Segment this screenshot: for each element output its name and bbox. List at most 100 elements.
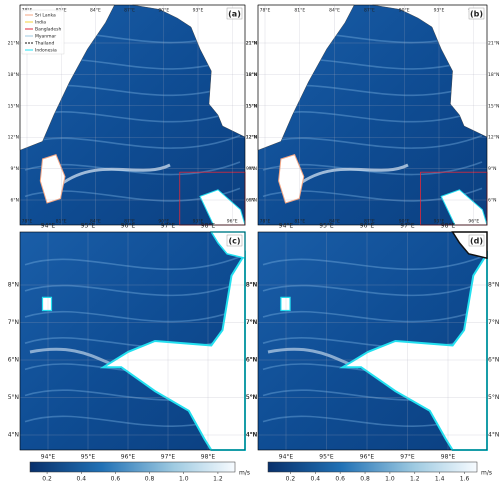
y-tick-label: 6°N xyxy=(246,198,254,204)
panel-label-box xyxy=(226,7,243,20)
legend-box xyxy=(21,9,65,55)
land xyxy=(41,296,53,312)
x-tick-label: 96°E xyxy=(227,219,238,225)
colorbar-tick-label: 1.4 xyxy=(435,476,445,483)
panel-label-box xyxy=(468,7,485,20)
x-tick-label: 98°E xyxy=(201,454,216,461)
legend-label: Sri Lanka xyxy=(35,13,56,19)
x-tick-label: 97°E xyxy=(400,454,415,461)
x-tick-label: 97°E xyxy=(161,454,176,461)
x-tick-label: 78°E xyxy=(22,219,33,225)
y-tick-label: 15°N xyxy=(8,103,19,109)
x-tick-label: 96°E xyxy=(360,223,375,230)
x-tick-label: 81°E xyxy=(56,219,67,225)
y-tick-label: 7°N xyxy=(246,319,257,326)
y-tick-label: 12°N xyxy=(246,135,257,141)
x-tick-label: 90°E xyxy=(399,219,410,225)
x-tick-label: 97°E xyxy=(400,223,415,230)
y-tick-label: 21°N xyxy=(246,41,257,47)
colorbar-ramp xyxy=(267,461,478,473)
panel-label: (a) xyxy=(228,10,241,19)
current-streak xyxy=(24,255,241,270)
map-panel: 78°E78°E81°E81°E84°E84°E87°E87°E90°E90°E… xyxy=(8,4,257,226)
x-tick-label: 93°E xyxy=(193,8,204,14)
colorbar-tick-label: 0.4 xyxy=(311,476,321,483)
x-tick-label: 81°E xyxy=(294,219,305,225)
panel-label-box xyxy=(226,234,243,247)
map-panel: 78°E78°E81°E81°E84°E84°E87°E87°E90°E90°E… xyxy=(246,4,499,226)
x-tick-label: 98°E xyxy=(441,454,456,461)
panel-label: (b) xyxy=(470,10,483,19)
colorbar: 0.2 0.4 0.6 0.8 1.0 1.2 m/s xyxy=(29,461,250,483)
y-tick-label: 6°N xyxy=(249,198,257,204)
x-tick-label: 84°E xyxy=(90,8,101,14)
x-tick-label: 98°E xyxy=(201,223,216,230)
y-tick-label: 9°N xyxy=(11,166,19,172)
x-tick-label: 96°E xyxy=(121,223,136,230)
panel-frame xyxy=(257,4,488,226)
y-tick-label: 15°N xyxy=(246,103,257,109)
y-tick-label: 7°N xyxy=(8,319,19,326)
y-tick-label: 6°N xyxy=(488,198,496,204)
y-tick-label: 4°N xyxy=(246,432,257,439)
current-streak xyxy=(24,334,241,349)
x-tick-label: 96°E xyxy=(468,219,479,225)
panel-frame xyxy=(19,231,246,451)
current-streak xyxy=(262,308,483,323)
y-tick-label: 4°N xyxy=(246,432,257,439)
x-tick-label: 93°E xyxy=(434,219,445,225)
x-tick-label: 96°E xyxy=(121,454,136,461)
x-tick-label: 87°E xyxy=(364,8,375,14)
colorbar-tick-label: 0.6 xyxy=(335,476,345,483)
x-tick-label: 96°E xyxy=(360,454,375,461)
y-tick-label: 21°N xyxy=(246,41,257,47)
panel-frame xyxy=(257,231,488,451)
x-tick-label: 95°E xyxy=(81,223,96,230)
land xyxy=(199,189,246,226)
x-tick-label: 94°E xyxy=(41,223,56,230)
colorbar-tick-label: 1.2 xyxy=(410,476,420,483)
y-tick-label: 18°N xyxy=(246,72,257,78)
y-tick-label: 8°N xyxy=(246,282,257,289)
x-tick-label: 93°E xyxy=(193,219,204,225)
y-tick-label: 15°N xyxy=(488,103,499,109)
legend-label: Myanmar xyxy=(35,34,56,40)
x-tick-label: 90°E xyxy=(399,8,410,14)
x-tick-label: 78°E xyxy=(260,219,271,225)
x-tick-label: 87°E xyxy=(124,219,135,225)
y-tick-label: 8°N xyxy=(8,282,19,289)
current-streak xyxy=(24,134,241,149)
y-tick-label: 12°N xyxy=(8,135,19,141)
x-tick-label: 98°E xyxy=(441,223,456,230)
y-tick-label: 18°N xyxy=(8,72,19,78)
y-tick-label: 4°N xyxy=(8,432,19,439)
x-tick-label: 95°E xyxy=(319,454,334,461)
y-tick-label: 6°N xyxy=(8,357,19,364)
x-tick-label: 94°E xyxy=(41,454,56,461)
legend-label: Thailand xyxy=(34,41,54,47)
current-streak xyxy=(262,334,483,349)
colorbar-tick-label: 1.6 xyxy=(460,476,470,483)
legend-label: India xyxy=(35,20,46,26)
x-tick-label: 87°E xyxy=(124,8,135,14)
panel-label: (c) xyxy=(228,237,240,246)
y-tick-label: 5°N xyxy=(8,394,19,401)
colorbar-tick-label: 0.6 xyxy=(111,476,121,483)
y-tick-label: 7°N xyxy=(246,319,257,326)
y-tick-label: 8°N xyxy=(246,282,257,289)
x-tick-label: 90°E xyxy=(158,219,169,225)
y-tick-label: 9°N xyxy=(249,166,257,172)
y-tick-label: 4°N xyxy=(488,432,499,439)
x-tick-label: 84°E xyxy=(90,219,101,225)
legend-label: Indonesia xyxy=(35,48,57,54)
y-tick-label: 6°N xyxy=(488,357,499,364)
y-tick-label: 9°N xyxy=(488,166,496,172)
panel-label-box xyxy=(468,234,485,247)
current-streak xyxy=(24,308,241,323)
x-tick-label: 84°E xyxy=(329,219,340,225)
y-tick-label: 6°N xyxy=(11,198,19,204)
colorbar-tick-label: 1.2 xyxy=(213,476,223,483)
land xyxy=(39,153,66,204)
colorbar-tick-label: 0.2 xyxy=(286,476,296,483)
colorbar-tick-label: 1.0 xyxy=(179,476,189,483)
